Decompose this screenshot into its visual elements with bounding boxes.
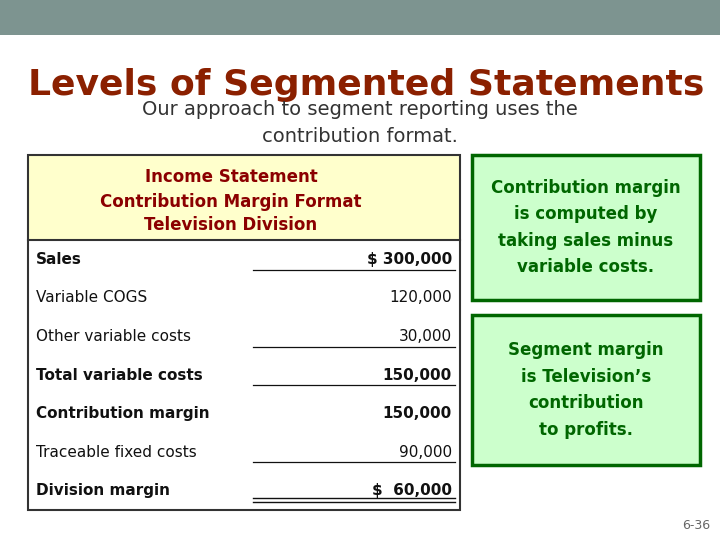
Bar xyxy=(472,315,700,465)
Bar xyxy=(28,155,460,240)
Text: Sales: Sales xyxy=(36,252,82,267)
Text: Income Statement: Income Statement xyxy=(145,168,318,186)
Text: 150,000: 150,000 xyxy=(383,368,452,382)
Text: $ 300,000: $ 300,000 xyxy=(366,252,452,267)
Text: Television Division: Television Division xyxy=(145,216,318,234)
Text: 30,000: 30,000 xyxy=(399,329,452,344)
Bar xyxy=(472,155,700,300)
Text: Other variable costs: Other variable costs xyxy=(36,329,191,344)
Bar xyxy=(28,155,460,510)
Text: 6-36: 6-36 xyxy=(682,519,710,532)
Bar xyxy=(0,0,720,35)
Text: 150,000: 150,000 xyxy=(383,406,452,421)
Text: Contribution margin
is computed by
taking sales minus
variable costs.: Contribution margin is computed by takin… xyxy=(491,179,681,276)
Text: Our approach to segment reporting uses the
contribution format.: Our approach to segment reporting uses t… xyxy=(142,100,578,145)
Text: Levels of Segmented Statements: Levels of Segmented Statements xyxy=(28,68,704,102)
Text: 90,000: 90,000 xyxy=(399,444,452,460)
Text: Total variable costs: Total variable costs xyxy=(36,368,203,382)
Text: Traceable fixed costs: Traceable fixed costs xyxy=(36,444,197,460)
Text: Variable COGS: Variable COGS xyxy=(36,291,148,305)
Text: Contribution Margin Format: Contribution Margin Format xyxy=(100,193,361,211)
Text: 120,000: 120,000 xyxy=(390,291,452,305)
Text: Contribution margin: Contribution margin xyxy=(36,406,210,421)
Text: $  60,000: $ 60,000 xyxy=(372,483,452,498)
Text: Division margin: Division margin xyxy=(36,483,170,498)
Text: Segment margin
is Television’s
contribution
to profits.: Segment margin is Television’s contribut… xyxy=(508,341,664,438)
